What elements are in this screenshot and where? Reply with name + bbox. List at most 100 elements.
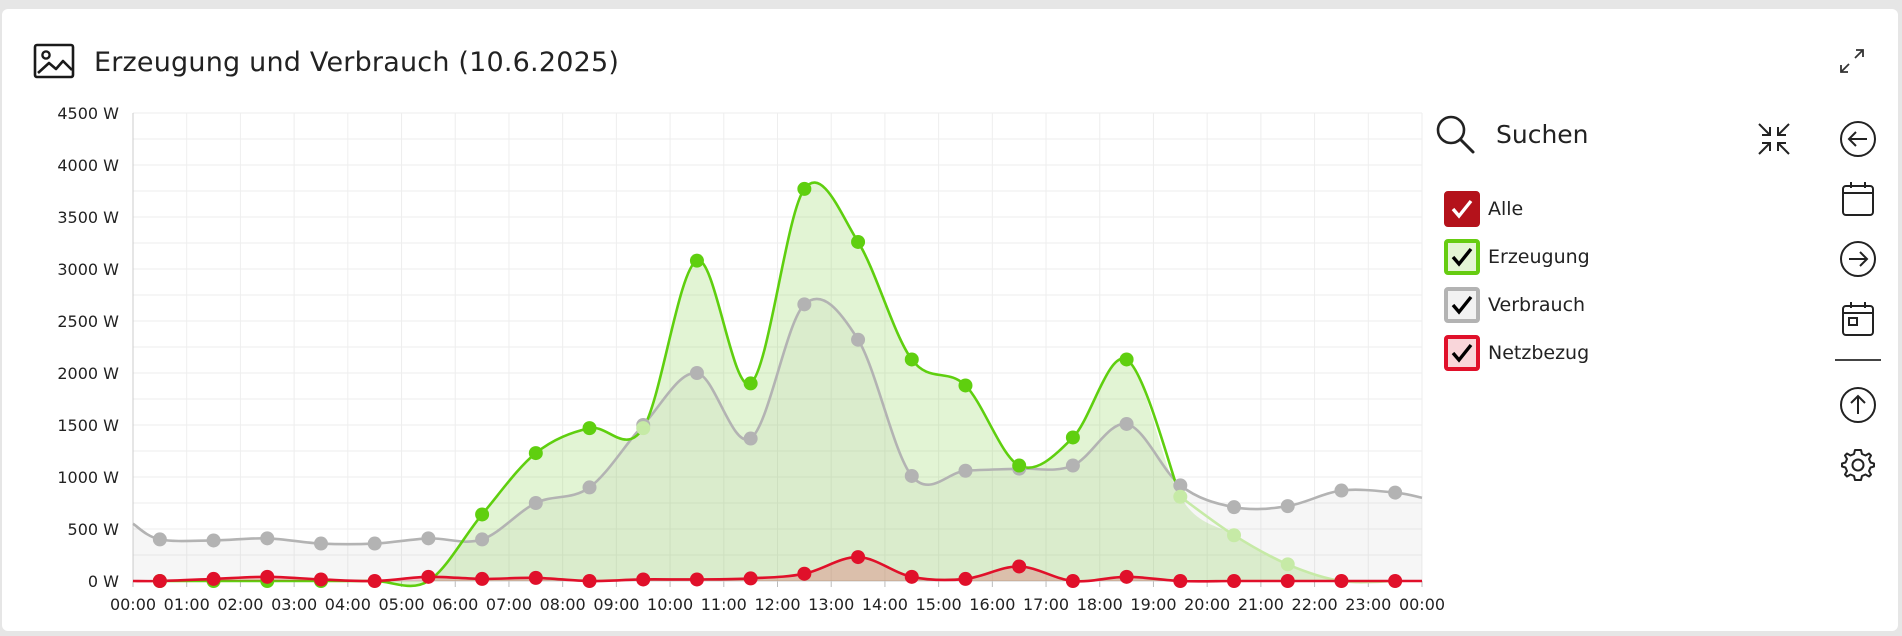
netzbezug-point <box>582 574 597 588</box>
netzbezug-point <box>528 570 543 585</box>
arrow-up-icon <box>1840 387 1876 423</box>
verbrauch-point <box>1334 483 1349 498</box>
netzbezug-point <box>689 572 704 587</box>
x-tick-label: 02:00 <box>217 595 263 614</box>
legend-label-netzbezug: Netzbezug <box>1488 342 1590 364</box>
netzbezug-point <box>1012 559 1027 574</box>
x-tick-label: 14:00 <box>862 595 908 614</box>
verbrauch-point <box>1388 485 1403 500</box>
arrow-right-icon <box>1840 241 1876 277</box>
x-tick-label: 15:00 <box>916 595 962 614</box>
y-tick-label: 2000 W <box>57 364 119 383</box>
erzeugung-point <box>904 352 919 367</box>
x-tick-label: 06:00 <box>432 595 478 614</box>
y-tick-label: 500 W <box>68 520 120 539</box>
verbrauch-point <box>797 297 812 312</box>
erzeugung-point <box>528 446 543 461</box>
today-button[interactable] <box>1828 289 1888 349</box>
verbrauch-point <box>1227 500 1242 515</box>
search-icon[interactable] <box>1434 113 1476 155</box>
y-tick-label: 1000 W <box>57 468 119 487</box>
arrow-left-icon <box>1840 121 1876 157</box>
verbrauch-point <box>260 531 275 546</box>
legend-item-erzeugung[interactable]: Erzeugung <box>1444 233 1804 281</box>
settings-button[interactable] <box>1828 435 1888 495</box>
gear-icon <box>1841 449 1875 481</box>
verbrauch-point <box>367 536 382 551</box>
netzbezug-point <box>1280 574 1295 588</box>
erzeugung-point <box>1065 430 1080 445</box>
verbrauch-point <box>475 532 490 547</box>
legend-label-verbrauch: Verbrauch <box>1488 294 1586 316</box>
previous-day-button[interactable] <box>1828 109 1888 169</box>
y-tick-label: 4500 W <box>57 104 119 123</box>
verbrauch-point <box>904 468 919 483</box>
calendar-icon <box>1842 182 1874 216</box>
netzbezug-point <box>1173 574 1188 588</box>
verbrauch-point <box>689 366 704 380</box>
legend-label-erzeugung: Erzeugung <box>1488 246 1590 268</box>
netzbezug-point <box>152 574 167 588</box>
legend-item-verbrauch[interactable]: Verbrauch <box>1444 281 1804 329</box>
netzbezug-point <box>367 574 382 588</box>
erzeugung-point <box>851 234 866 249</box>
netzbezug-point <box>313 572 328 587</box>
netzbezug-point <box>421 569 436 584</box>
chart-card: Erzeugung und Verbrauch (10.6.2025) 0 W 5… <box>2 9 1898 631</box>
erzeugung-point <box>582 421 597 436</box>
expand-icon[interactable] <box>1836 45 1868 77</box>
checkbox-alle[interactable] <box>1444 191 1480 227</box>
x-tick-label: 16:00 <box>969 595 1015 614</box>
y-tick-label: 2500 W <box>57 312 119 331</box>
x-tick-label: 07:00 <box>486 595 532 614</box>
y-tick-label: 0 W <box>88 572 119 591</box>
legend-label-alle: Alle <box>1488 198 1524 220</box>
check-icon <box>1451 199 1473 219</box>
netzbezug-point <box>1388 574 1403 588</box>
legend-panel: Suchen Alle Erzeugung <box>1434 109 1804 377</box>
x-tick-label: 00:00 <box>1399 595 1445 614</box>
search-row[interactable]: Suchen <box>1434 109 1804 159</box>
x-tick-label: 04:00 <box>325 595 371 614</box>
x-tick-label: 11:00 <box>701 595 747 614</box>
verbrauch-point <box>152 532 167 547</box>
check-icon <box>1451 295 1473 315</box>
checkbox-netzbezug[interactable] <box>1444 335 1480 371</box>
erzeugung-point <box>958 378 973 393</box>
calendar-button[interactable] <box>1828 169 1888 229</box>
x-tick-label: 22:00 <box>1292 595 1338 614</box>
erzeugung-point <box>1119 352 1134 367</box>
erzeugung-point <box>797 181 812 196</box>
netzbezug-point <box>743 571 758 586</box>
verbrauch-point <box>582 480 597 495</box>
netzbezug-point <box>206 571 221 586</box>
toolbar-divider <box>1835 359 1881 361</box>
check-icon <box>1451 343 1473 363</box>
x-tick-label: 19:00 <box>1130 595 1176 614</box>
y-tick-label: 3000 W <box>57 260 119 279</box>
netzbezug-point <box>260 569 275 584</box>
chart-svg: 0 W 500 W 1000 W 1500 W 2000 W 2500 W 3000 W 35… <box>57 104 1445 614</box>
x-tick-label: 20:00 <box>1184 595 1230 614</box>
legend-item-netzbezug[interactable]: Netzbezug <box>1444 329 1804 377</box>
x-tick-label: 03:00 <box>271 595 317 614</box>
next-day-button[interactable] <box>1828 229 1888 289</box>
collapse-icon[interactable] <box>1756 121 1792 157</box>
calendar-day-icon <box>1842 302 1874 336</box>
chart-header: Erzeugung und Verbrauch (10.6.2025) <box>32 37 619 87</box>
erzeugung-point-faded <box>1280 557 1295 572</box>
x-tick-label: 18:00 <box>1077 595 1123 614</box>
x-tick-label: 13:00 <box>808 595 854 614</box>
y-tick-label: 3500 W <box>57 208 119 227</box>
legend-item-alle[interactable]: Alle <box>1444 185 1804 233</box>
netzbezug-point <box>636 572 651 587</box>
image-icon <box>33 43 75 79</box>
checkbox-verbrauch[interactable] <box>1444 287 1480 323</box>
netzbezug-point <box>1065 574 1080 588</box>
erzeugung-point-faded <box>1227 528 1242 543</box>
checkbox-erzeugung[interactable] <box>1444 239 1480 275</box>
side-toolbar <box>1828 109 1888 495</box>
y-tick-label: 4000 W <box>57 156 119 175</box>
scroll-up-button[interactable] <box>1828 375 1888 435</box>
erzeugung-point-faded <box>1173 489 1188 504</box>
